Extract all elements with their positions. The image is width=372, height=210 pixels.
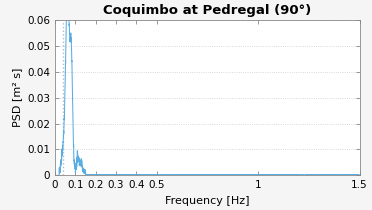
Title: Coquimbo at Pedregal (90°): Coquimbo at Pedregal (90°) — [103, 4, 311, 17]
X-axis label: Frequency [Hz]: Frequency [Hz] — [165, 196, 250, 206]
Y-axis label: PSD [m² s]: PSD [m² s] — [12, 68, 22, 127]
